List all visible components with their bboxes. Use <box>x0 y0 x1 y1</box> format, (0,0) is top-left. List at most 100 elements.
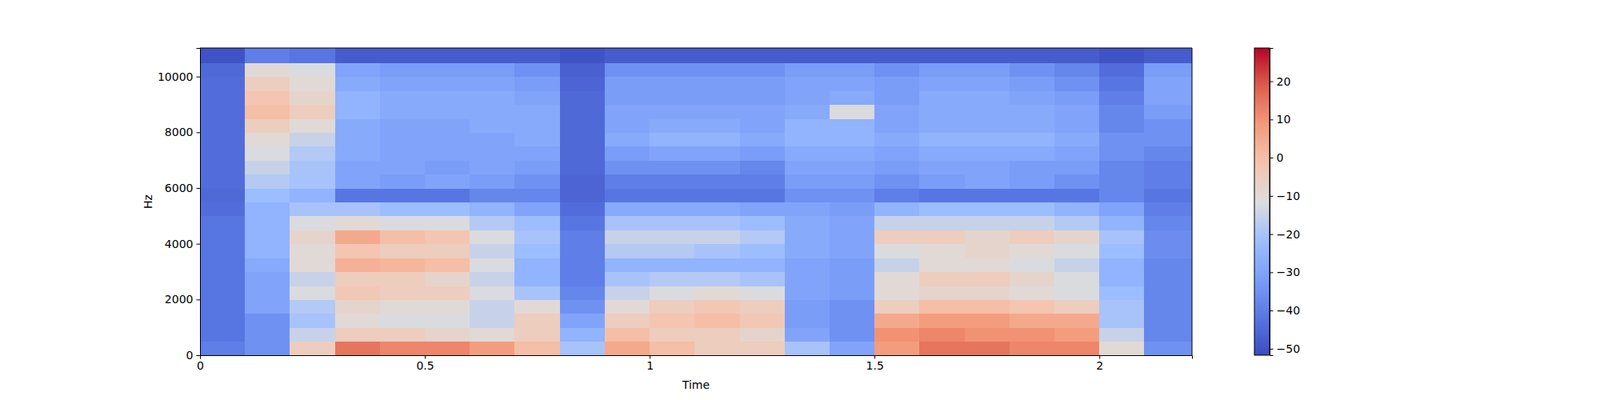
heatmap-cell <box>380 76 426 92</box>
heatmap-cell <box>829 313 876 328</box>
heatmap-cell <box>289 341 336 356</box>
heatmap-cell <box>289 118 336 133</box>
heatmap-cell <box>380 62 426 77</box>
heatmap-cell <box>244 299 291 314</box>
heatmap-cell <box>380 341 426 356</box>
heatmap-cell <box>469 229 516 244</box>
heatmap-cell <box>649 62 696 77</box>
heatmap-cell <box>200 90 246 105</box>
tick-label: 0 <box>1276 151 1284 164</box>
heatmap-cell <box>740 104 786 120</box>
heatmap-cell <box>694 132 740 147</box>
heatmap-cell <box>1009 272 1056 287</box>
heatmap-cell <box>560 118 606 133</box>
heatmap-cell <box>784 132 831 147</box>
heatmap-cell <box>1009 62 1056 77</box>
heatmap-cell <box>1054 327 1100 342</box>
heatmap-cell <box>1009 313 1056 328</box>
heatmap-cell <box>335 299 381 314</box>
heatmap-cell <box>784 48 831 64</box>
heatmap-cell <box>964 118 1011 133</box>
heatmap-cell <box>829 201 876 216</box>
heatmap-cell <box>740 299 786 314</box>
heatmap-cell <box>874 132 920 147</box>
heatmap-cell <box>964 76 1011 92</box>
tick-label: 10 <box>1276 112 1292 126</box>
heatmap-cell <box>469 257 516 272</box>
heatmap-cell <box>424 229 471 244</box>
heatmap-cell <box>874 244 920 259</box>
heatmap-cell <box>694 201 740 216</box>
heatmap-cell <box>1099 216 1145 231</box>
heatmap-cell <box>649 341 696 356</box>
heatmap-cell <box>200 132 246 147</box>
tick-mark <box>649 355 651 360</box>
heatmap-cell <box>1054 285 1100 300</box>
heatmap-cell <box>964 299 1011 314</box>
heatmap-cell <box>604 174 651 189</box>
heatmap-cell <box>244 76 291 92</box>
tick-mark <box>1269 234 1274 236</box>
heatmap-cell <box>694 257 740 272</box>
heatmap-cell <box>784 299 831 314</box>
heatmap-cell <box>604 216 651 231</box>
tick-mark <box>1269 348 1274 350</box>
heatmap-cell <box>784 327 831 342</box>
heatmap-cell <box>694 229 740 244</box>
heatmap-cell <box>469 76 516 92</box>
heatmap-cell <box>560 229 606 244</box>
heatmap-cell <box>1009 146 1056 161</box>
heatmap-cell <box>874 174 920 189</box>
heatmap-cell <box>380 118 426 133</box>
heatmap-cell <box>1054 104 1100 120</box>
heatmap-cell <box>874 327 920 342</box>
heatmap-cell <box>514 201 560 216</box>
heatmap-cell <box>289 132 336 147</box>
tick-label: −10 <box>1276 189 1301 203</box>
tick: 0.5 <box>416 355 434 372</box>
heatmap-cell <box>604 201 651 216</box>
tick: −20 <box>1269 228 1300 241</box>
heatmap-cell <box>560 104 606 120</box>
heatmap-cell <box>335 327 381 342</box>
heatmap-cell <box>784 229 831 244</box>
heatmap-cell <box>200 188 246 203</box>
heatmap-cell <box>740 118 786 133</box>
tick-mark <box>1269 157 1274 159</box>
heatmap-cell <box>964 174 1011 189</box>
heatmap-cell <box>335 201 381 216</box>
heatmap-cell <box>335 341 381 356</box>
heatmap-cell <box>694 188 740 203</box>
heatmap-cell <box>964 257 1011 272</box>
tick-label: 0 <box>186 348 194 362</box>
heatmap-cell <box>964 160 1011 175</box>
heatmap-cell <box>649 188 696 203</box>
heatmap-cell <box>289 160 336 175</box>
heatmap-cell <box>1099 299 1145 314</box>
heatmap-cell <box>335 285 381 300</box>
tick: 2 <box>1096 355 1104 372</box>
figure: 00.511.520200040006000800010000TimeHz−50… <box>0 0 1600 400</box>
heatmap-cell <box>514 90 560 105</box>
heatmap-cell <box>784 285 831 300</box>
heatmap-cell <box>244 146 291 161</box>
heatmap-cell <box>335 132 381 147</box>
heatmap-cell <box>964 90 1011 105</box>
heatmap-cell <box>244 118 291 133</box>
heatmap-cell <box>424 285 471 300</box>
heatmap-cell <box>424 216 471 231</box>
heatmap-cell <box>560 90 606 105</box>
heatmap-cell <box>874 188 920 203</box>
heatmap-cell <box>1144 285 1192 300</box>
heatmap-cell <box>694 272 740 287</box>
heatmap-cell <box>380 48 426 64</box>
heatmap-cell <box>560 62 606 77</box>
heatmap-cell <box>694 48 740 64</box>
heatmap-cell <box>964 244 1011 259</box>
heatmap-cell <box>289 257 336 272</box>
heatmap-cell <box>604 146 651 161</box>
heatmap-cell <box>784 160 831 175</box>
heatmap-cell <box>919 146 965 161</box>
heatmap-cell <box>244 257 291 272</box>
tick: 1.5 <box>866 355 884 372</box>
